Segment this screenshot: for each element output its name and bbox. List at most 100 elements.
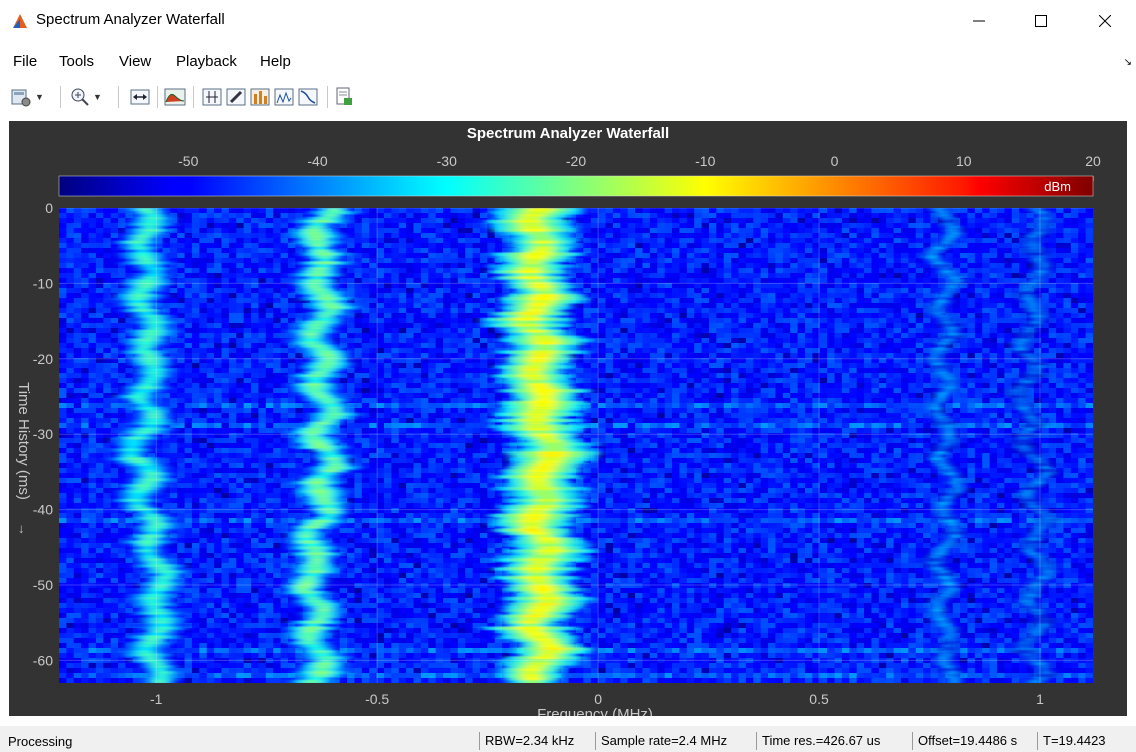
- waterfall-cell: [110, 348, 119, 354]
- distortion-measurement-button[interactable]: [274, 86, 294, 108]
- waterfall-cell: [915, 333, 924, 339]
- waterfall-cell: [864, 213, 873, 219]
- waterfall-cell: [982, 378, 991, 384]
- waterfall-cell: [856, 253, 865, 259]
- spectrum-settings-button[interactable]: [164, 86, 186, 108]
- menu-help[interactable]: Help: [260, 53, 291, 70]
- waterfall-cell: [605, 353, 614, 359]
- waterfall-cell: [768, 253, 777, 259]
- waterfall-cell: [295, 358, 304, 364]
- waterfall-cell: [295, 348, 304, 354]
- waterfall-cell: [228, 383, 237, 389]
- waterfall-cell: [73, 233, 82, 239]
- close-button[interactable]: [1082, 0, 1128, 42]
- waterfall-cell: [590, 368, 599, 374]
- waterfall-cell: [302, 213, 311, 219]
- waterfall-cell: [635, 323, 644, 329]
- waterfall-cell: [937, 283, 946, 289]
- waterfall-cell: [81, 258, 90, 264]
- waterfall-cell: [812, 303, 821, 309]
- menu-playback[interactable]: Playback: [176, 53, 237, 70]
- waterfall-cell: [376, 343, 385, 349]
- menu-tools[interactable]: Tools: [59, 53, 95, 70]
- minimize-button[interactable]: [956, 0, 1002, 42]
- waterfall-cell: [745, 283, 754, 289]
- waterfall-cell: [243, 378, 252, 384]
- waterfall-cell: [450, 278, 459, 284]
- scale-x-axis-button[interactable]: [130, 86, 150, 108]
- configuration-button[interactable]: ▼: [10, 86, 44, 108]
- waterfall-cell: [612, 318, 621, 324]
- waterfall-cell: [864, 313, 873, 319]
- waterfall-cell: [251, 378, 260, 384]
- waterfall-cell: [1078, 298, 1087, 304]
- waterfall-cell: [731, 353, 740, 359]
- waterfall-cell: [1078, 288, 1087, 294]
- waterfall-cell: [73, 238, 82, 244]
- zoom-button[interactable]: ▼: [70, 86, 102, 108]
- print-to-figure-button[interactable]: [334, 86, 354, 108]
- waterfall-cell: [376, 373, 385, 379]
- waterfall-cell: [413, 328, 422, 334]
- peak-finder-button[interactable]: [250, 86, 270, 108]
- waterfall-cell: [88, 283, 97, 289]
- waterfall-cell: [59, 303, 67, 309]
- undock-arrow-icon[interactable]: ↘: [1123, 57, 1132, 68]
- waterfall-cell: [361, 278, 370, 284]
- waterfall-cell: [908, 208, 917, 214]
- chevron-down-icon[interactable]: ▼: [93, 92, 102, 102]
- waterfall-cell: [768, 308, 777, 314]
- waterfall-cell: [81, 373, 90, 379]
- waterfall-cell: [1019, 213, 1028, 219]
- measurement-cursor-button[interactable]: [202, 86, 222, 108]
- waterfall-cell: [982, 263, 991, 269]
- menu-view[interactable]: View: [119, 53, 152, 70]
- waterfall-cell: [354, 273, 363, 279]
- waterfall-cell: [487, 283, 496, 289]
- waterfall-cell: [287, 228, 296, 234]
- waterfall-plot-svg[interactable]: Spectrum Analyzer Waterfall -50 -40 -30 -20…: [9, 121, 1127, 723]
- menu-file[interactable]: File: [13, 53, 38, 70]
- waterfall-cell: [768, 303, 777, 309]
- waterfall-cell: [110, 228, 119, 234]
- waterfall-cell: [243, 333, 252, 339]
- maximize-button[interactable]: [1018, 0, 1064, 42]
- waterfall-cell: [819, 348, 828, 354]
- waterfall-cell: [103, 383, 112, 389]
- waterfall-cell: [347, 253, 356, 259]
- waterfall-cell: [856, 223, 865, 229]
- waterfall-cell: [974, 223, 983, 229]
- waterfall-cell: [177, 313, 186, 319]
- waterfall-cell: [73, 348, 82, 354]
- waterfall-cell: [982, 318, 991, 324]
- waterfall-cell: [886, 288, 895, 294]
- waterfall-cell: [694, 263, 703, 269]
- waterfall-cell: [95, 363, 104, 369]
- waterfall-cell: [420, 378, 429, 384]
- waterfall-cell: [88, 308, 97, 314]
- waterfall-cell: [487, 243, 496, 249]
- waterfall-cell: [88, 208, 97, 214]
- waterfall-cell: [996, 253, 1005, 259]
- waterfall-cell: [398, 348, 407, 354]
- waterfall-cell: [723, 283, 732, 289]
- waterfall-cell: [428, 323, 437, 329]
- waterfall-cell: [760, 238, 769, 244]
- edit-pen-button[interactable]: [226, 86, 246, 108]
- waterfall-cell: [797, 223, 806, 229]
- waterfall-cell: [1085, 248, 1093, 254]
- waterfall-cell: [753, 338, 762, 344]
- waterfall-cell: [708, 218, 717, 224]
- waterfall-cell: [708, 333, 717, 339]
- waterfall-cell: [287, 308, 296, 314]
- waterfall-cell: [177, 378, 186, 384]
- ccdf-measurement-button[interactable]: [298, 86, 318, 108]
- waterfall-cell: [354, 278, 363, 284]
- distortion-measurement-icon: [274, 88, 294, 106]
- chevron-down-icon[interactable]: ▼: [35, 92, 44, 102]
- waterfall-cell: [398, 313, 407, 319]
- waterfall-cell: [118, 258, 127, 264]
- waterfall-cell: [768, 318, 777, 324]
- waterfall-cell: [738, 308, 747, 314]
- waterfall-cell: [169, 313, 178, 319]
